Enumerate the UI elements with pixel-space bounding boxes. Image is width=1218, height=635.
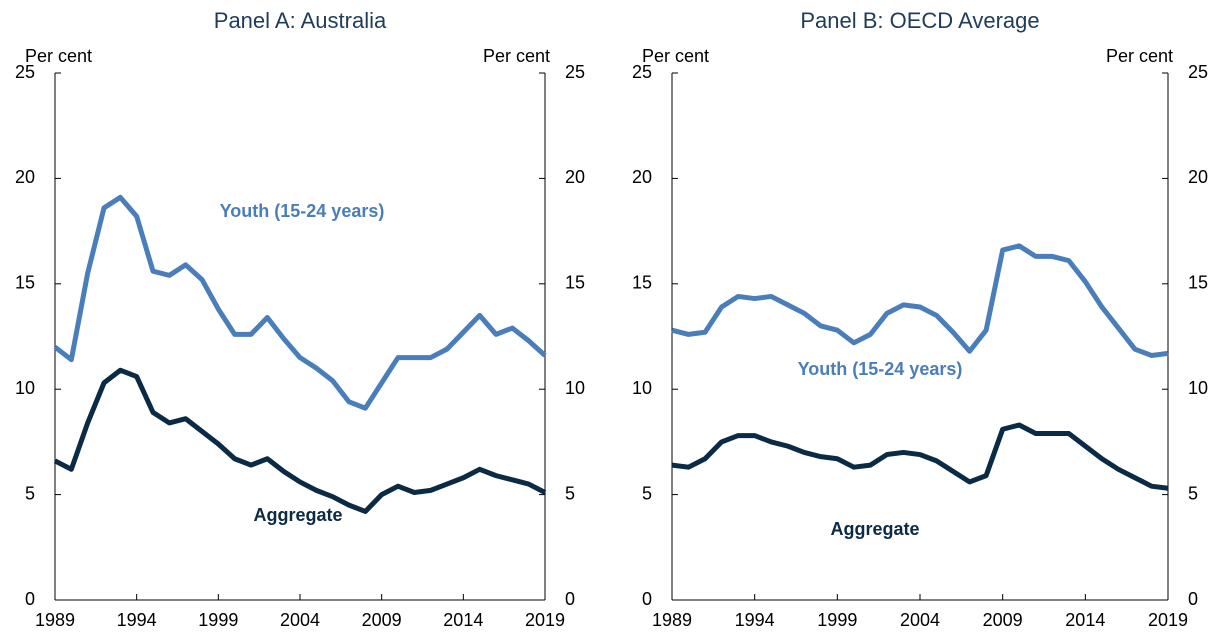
y-tick-label: 25	[15, 62, 35, 82]
series-line	[671, 422, 1169, 491]
y2-tick-label: 0	[1188, 589, 1198, 609]
y-axis-label: Per cent	[25, 46, 92, 66]
x-tick-label: 2009	[362, 610, 402, 630]
y-tick-label: 0	[642, 589, 652, 609]
y-tick-label: 15	[15, 273, 35, 293]
series-label: Aggregate	[253, 505, 342, 525]
x-tick-label: 1994	[117, 610, 157, 630]
y-axis-label: Per cent	[642, 46, 709, 66]
x-tick-label: 1994	[735, 610, 775, 630]
x-tick-label: 1989	[35, 610, 75, 630]
series-line	[53, 367, 547, 514]
chart-title: Panel B: OECD Average	[800, 8, 1039, 33]
y2-tick-label: 15	[1188, 273, 1208, 293]
y-tick-label: 5	[25, 483, 35, 503]
series-label: Youth (15-24 years)	[220, 201, 385, 221]
y2-tick-label: 0	[565, 589, 575, 609]
series-line	[671, 243, 1169, 358]
y-tick-label: 10	[15, 378, 35, 398]
series-label: Youth (15-24 years)	[798, 359, 963, 379]
y2-tick-label: 5	[565, 483, 575, 503]
y2-tick-label: 10	[1188, 378, 1208, 398]
y2-tick-label: 5	[1188, 483, 1198, 503]
series-line	[53, 194, 547, 411]
x-tick-label: 1989	[652, 610, 692, 630]
y2-tick-label: 20	[565, 167, 585, 187]
x-tick-label: 1999	[198, 610, 238, 630]
y-tick-label: 5	[642, 483, 652, 503]
x-tick-label: 2009	[983, 610, 1023, 630]
x-tick-label: 1999	[817, 610, 857, 630]
y2-tick-label: 10	[565, 378, 585, 398]
x-tick-label: 2014	[1065, 610, 1105, 630]
y-tick-label: 25	[632, 62, 652, 82]
chart-title: Panel A: Australia	[214, 8, 387, 33]
x-tick-label: 2019	[525, 610, 565, 630]
y-tick-label: 0	[25, 589, 35, 609]
y-tick-label: 20	[15, 167, 35, 187]
y2-tick-label: 15	[565, 273, 585, 293]
y2-tick-label: 25	[1188, 62, 1208, 82]
y-tick-label: 20	[632, 167, 652, 187]
y-tick-label: 10	[632, 378, 652, 398]
x-tick-label: 2014	[443, 610, 483, 630]
x-tick-label: 2004	[900, 610, 940, 630]
y2-axis-label: Per cent	[483, 46, 550, 66]
y-tick-label: 15	[632, 273, 652, 293]
x-tick-label: 2004	[280, 610, 320, 630]
series-label: Aggregate	[830, 519, 919, 539]
y2-axis-label: Per cent	[1106, 46, 1173, 66]
y2-tick-label: 20	[1188, 167, 1208, 187]
y2-tick-label: 25	[565, 62, 585, 82]
x-tick-label: 2019	[1148, 610, 1188, 630]
